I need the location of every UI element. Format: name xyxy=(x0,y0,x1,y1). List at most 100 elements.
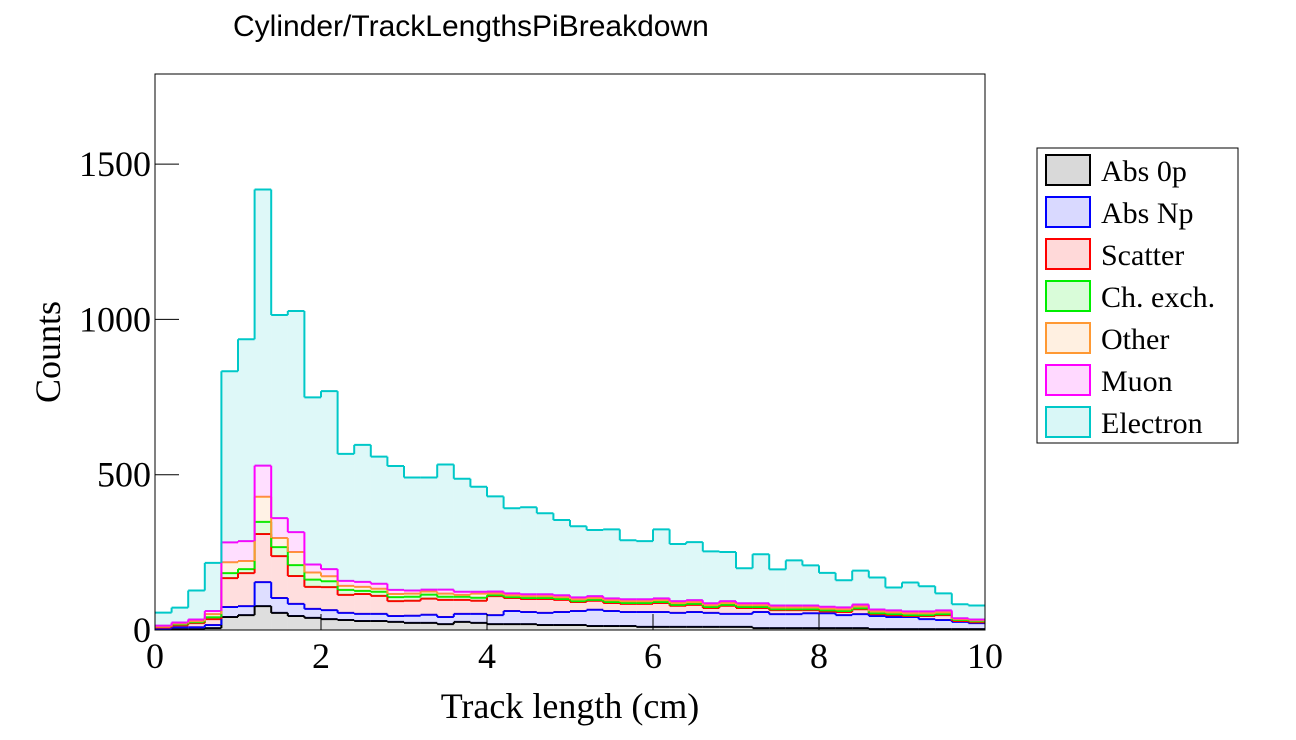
bar-segment xyxy=(337,580,355,586)
bar-segment xyxy=(304,586,321,609)
bar-segment xyxy=(354,613,371,621)
plot-frame xyxy=(154,73,986,631)
x-tick-label: 10 xyxy=(967,636,1003,676)
legend-label: Other xyxy=(1101,323,1169,356)
bar-segment xyxy=(387,616,404,622)
bar-segment xyxy=(271,538,288,548)
bar-segment xyxy=(404,593,421,597)
legend-swatch xyxy=(1045,364,1091,396)
bar-segment xyxy=(835,615,853,629)
bar-segment xyxy=(719,552,736,602)
chart-title: Cylinder/TrackLengthsPiBreakdown xyxy=(233,10,709,43)
bar-segment xyxy=(437,589,454,594)
legend-label: Ch. exch. xyxy=(1101,281,1215,314)
bar-segment xyxy=(238,615,255,630)
bar-segment xyxy=(586,609,604,626)
legend-swatch xyxy=(1045,154,1091,186)
bar-segment xyxy=(287,552,305,566)
bar-segment xyxy=(204,614,222,618)
bar-segment xyxy=(586,600,604,610)
bar-segment xyxy=(852,570,869,605)
bar-segment xyxy=(271,556,288,599)
bar-segment xyxy=(553,611,570,626)
bar-segment xyxy=(271,612,288,630)
bar-segment xyxy=(254,582,272,607)
bar-segment xyxy=(487,596,504,616)
bar-segment xyxy=(470,600,487,614)
bar-segment xyxy=(802,565,819,606)
bar-segment xyxy=(387,597,404,602)
bar-segment xyxy=(420,622,438,630)
bar-segment xyxy=(188,590,205,620)
bar-segment xyxy=(321,619,338,630)
y-tick-label: 500 xyxy=(97,455,151,495)
bar-segment xyxy=(603,529,620,599)
bar-segment xyxy=(204,611,222,615)
bar-segment xyxy=(337,453,355,581)
bar-segment xyxy=(487,624,504,630)
bar-segment xyxy=(420,477,438,590)
bar-segment xyxy=(321,610,338,620)
bar-segment xyxy=(238,541,255,562)
plot-area: 0 2 4 6 8 10 0 500 1000 1500 xyxy=(79,73,1003,676)
bar-segment xyxy=(370,613,388,621)
bar-segment xyxy=(918,586,936,612)
bar-segment xyxy=(254,465,272,497)
bar-segment xyxy=(669,605,687,613)
bar-segment xyxy=(404,596,421,601)
y-tick-label: 0 xyxy=(133,610,151,650)
bar-segment xyxy=(736,607,753,614)
bar-segment xyxy=(918,619,936,630)
bar-segment xyxy=(437,593,454,597)
bar-segment xyxy=(951,621,969,630)
bar-segment xyxy=(188,623,205,628)
bar-segment xyxy=(370,595,388,614)
bar-segment xyxy=(736,613,753,627)
bar-segment xyxy=(503,508,521,594)
bar-segment xyxy=(354,586,371,591)
bar-segment xyxy=(254,534,272,583)
bar-segment xyxy=(553,520,570,596)
bar-segment xyxy=(238,339,255,542)
bar-segment xyxy=(321,587,338,611)
bar-segment xyxy=(204,562,222,612)
bar-segment xyxy=(570,611,587,626)
bar-segment xyxy=(254,496,272,522)
bar-segment xyxy=(304,608,321,618)
bar-segment xyxy=(171,607,189,623)
bar-segment xyxy=(287,565,305,576)
bar-segment xyxy=(204,625,222,629)
bar-segment xyxy=(437,616,454,625)
bar-segment xyxy=(387,465,404,590)
bar-segment xyxy=(354,590,371,594)
bar-segment xyxy=(785,560,803,606)
bar-segment xyxy=(553,599,570,612)
legend-swatch xyxy=(1045,280,1091,312)
bar-segment xyxy=(370,591,388,596)
bar-segment xyxy=(968,623,985,630)
bar-segment xyxy=(453,599,471,614)
legend-swatch xyxy=(1045,238,1091,270)
bar-segment xyxy=(653,529,670,599)
bar-segment xyxy=(503,624,521,630)
bar-segment xyxy=(155,612,172,626)
bar-segment xyxy=(470,597,487,601)
bar-segment xyxy=(337,612,355,621)
bar-segment xyxy=(802,613,819,629)
y-axis-label: Counts xyxy=(28,301,68,403)
bar-segment xyxy=(852,614,869,629)
bar-segment xyxy=(238,561,255,570)
bar-segment xyxy=(935,615,952,621)
bar-segment xyxy=(819,572,836,607)
bar-segment xyxy=(387,589,404,594)
bar-segment xyxy=(287,603,305,617)
bar-segment xyxy=(819,613,836,629)
bar-segment xyxy=(702,607,720,613)
bar-segment xyxy=(619,603,637,612)
x-tick-label: 0 xyxy=(146,636,164,676)
bar-segment xyxy=(387,593,404,598)
bar-segment xyxy=(437,596,454,600)
x-axis-label: Track length (cm) xyxy=(441,686,700,726)
bar-segment xyxy=(337,589,355,595)
bar-segment xyxy=(337,620,355,630)
